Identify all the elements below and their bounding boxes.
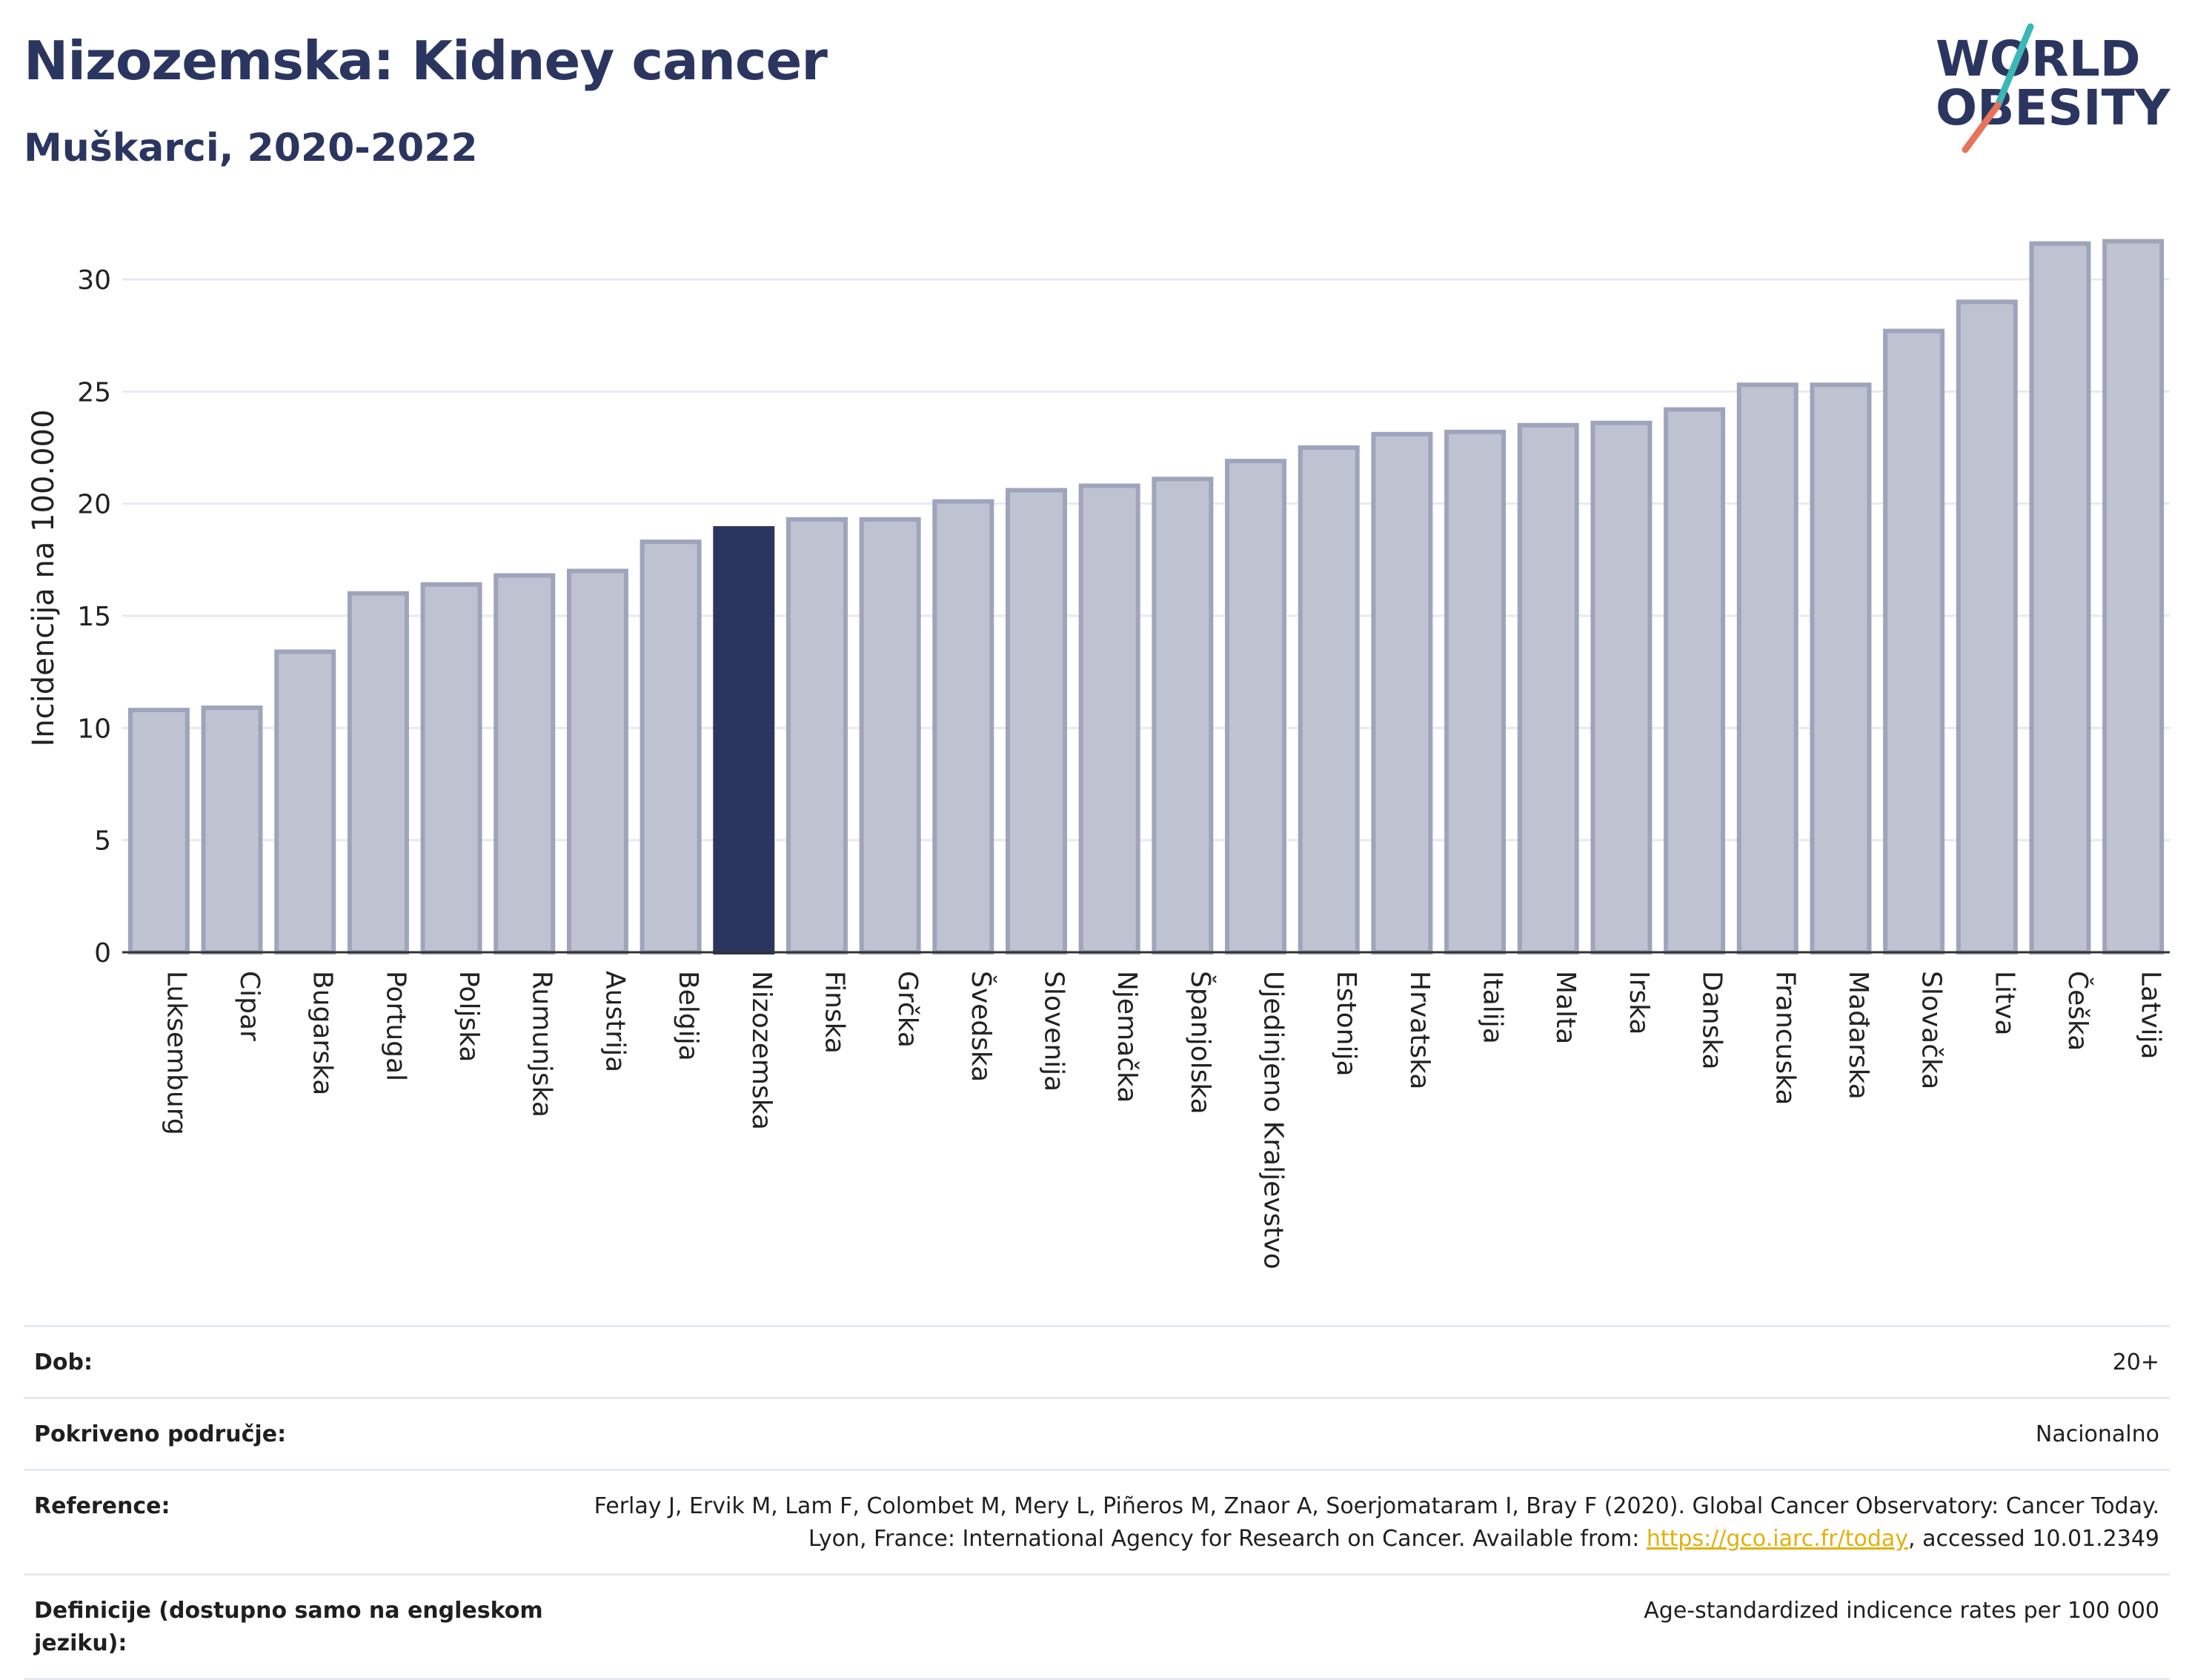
x-tick-label: Češka	[2062, 971, 2093, 1051]
bar	[640, 539, 702, 954]
bar	[274, 649, 336, 955]
bar	[127, 708, 190, 954]
x-tick-label: Slovenija	[1038, 971, 1069, 1092]
x-tick-label: Hrvatska	[1404, 971, 1435, 1089]
bars	[127, 239, 2165, 955]
bar	[1664, 407, 1726, 954]
x-axis-ticks: Luksemburg Cipar Bugarska Portugal Poljska Ru…	[161, 971, 2165, 1269]
reference-text: Ferlay J, Ervik M, Lam F, Colombet M, Me…	[594, 1493, 2159, 1552]
meta-row-reference: Reference: Ferlay J, Ervik M, Lam F, Col…	[24, 1469, 2170, 1573]
age-label: Dob:	[34, 1349, 93, 1375]
y-axis-label: Incidencija na 100.000	[27, 409, 61, 746]
coverage-value: Nacionalno	[2035, 1421, 2159, 1447]
bar	[494, 573, 556, 955]
logo-word-world: WORLD	[1936, 30, 2141, 87]
logo-slash-teal	[1994, 23, 2034, 109]
bar	[859, 517, 921, 954]
x-tick-label: Cipar	[234, 971, 265, 1041]
y-tick-label: 25	[77, 377, 111, 408]
world-obesity-logo: WORLD OBESITY	[1936, 23, 2171, 153]
x-tick-label: Irska	[1624, 971, 1654, 1035]
reference-value: Ferlay J, Ervik M, Lam F, Colombet M, Me…	[566, 1490, 2159, 1556]
bar	[2029, 241, 2091, 955]
reference-link[interactable]: https://gco.iarc.fr/today	[1646, 1526, 1909, 1552]
x-tick-label: Luksemburg	[161, 971, 191, 1135]
bar	[2102, 239, 2165, 954]
bar	[1371, 431, 1433, 954]
chart-title: Nizozemska: Kidney cancer	[24, 30, 828, 92]
bar	[1883, 328, 1945, 954]
definitions-value: Age-standardized indicence rates per 100…	[1644, 1598, 2159, 1624]
metadata-table: Dob: 20+ Pokriveno područje: Nacionalno …	[24, 1325, 2170, 1680]
bar	[1517, 422, 1579, 954]
y-tick-label: 20	[77, 490, 111, 520]
x-tick-label: Latvija	[2136, 971, 2166, 1060]
bar	[1078, 483, 1140, 954]
x-tick-label: Rumunjska	[527, 971, 557, 1118]
age-value: 20+	[2112, 1349, 2159, 1375]
x-tick-label: Švedska	[966, 971, 997, 1082]
bar	[1810, 382, 1872, 954]
coverage-label: Pokriveno područje:	[34, 1421, 287, 1447]
definitions-label: Definicije (dostupno samo na engleskom j…	[34, 1598, 543, 1656]
meta-row-coverage: Pokriveno područje: Nacionalno	[24, 1397, 2170, 1469]
y-tick-label: 15	[77, 602, 111, 632]
bar	[1956, 299, 2018, 954]
x-tick-label: Poljska	[454, 971, 484, 1063]
x-tick-label: Italija	[1478, 971, 1508, 1044]
y-tick-label: 0	[94, 938, 111, 969]
bar-highlighted	[713, 525, 775, 954]
bar	[932, 499, 994, 954]
x-tick-label: Ujedinjeno Kraljevstvo	[1258, 971, 1289, 1269]
y-axis-ticks: 0 5 10 15 20 25 30	[77, 265, 111, 969]
bar	[201, 705, 263, 954]
y-tick-label: 10	[77, 714, 111, 744]
bar	[566, 568, 628, 954]
y-tick-label: 5	[94, 826, 111, 857]
bar	[786, 517, 848, 954]
bar	[420, 582, 482, 954]
bar	[1298, 445, 1360, 954]
bar	[1590, 420, 1653, 954]
meta-row-age: Dob: 20+	[24, 1325, 2170, 1397]
x-tick-label: Portugal	[380, 971, 411, 1081]
x-tick-label: Njemačka	[1112, 971, 1142, 1103]
x-tick-label: Austrija	[600, 971, 630, 1072]
x-tick-label: Španjolska	[1185, 971, 1216, 1115]
chart-subtitle: Muškarci, 2020-2022	[24, 126, 478, 170]
logo-slash-coral	[1962, 102, 2002, 153]
x-tick-label: Finska	[819, 971, 849, 1054]
reference-accessed: , accessed 10.01.2349	[1908, 1526, 2159, 1552]
bar-chart: 0 5 10 15 20 25 30 Luksemburg Cipar Bugarska Port…	[27, 239, 2170, 1269]
bar	[347, 591, 409, 954]
bar	[1152, 477, 1214, 954]
x-tick-label: Estonija	[1331, 971, 1361, 1077]
reference-label: Reference:	[34, 1493, 170, 1519]
x-tick-label: Bugarska	[308, 971, 338, 1095]
bar	[1736, 382, 1799, 954]
logo-word-obesity: OBESITY	[1936, 79, 2171, 136]
x-tick-label: Litva	[1989, 971, 2019, 1036]
x-tick-label: Danska	[1697, 971, 1727, 1070]
x-tick-label: Slovačka	[1916, 971, 1947, 1089]
bar	[1225, 459, 1287, 954]
x-tick-label: Francuska	[1770, 971, 1800, 1105]
x-tick-label: Mađarska	[1843, 971, 1873, 1100]
y-tick-label: 30	[77, 265, 111, 296]
bar	[1444, 429, 1507, 954]
x-tick-label: Grčka	[892, 971, 923, 1048]
x-tick-label: Belgija	[673, 971, 703, 1061]
x-tick-label: Nizozemska	[746, 971, 777, 1130]
bar	[1005, 488, 1067, 954]
x-tick-label: Malta	[1550, 971, 1581, 1044]
meta-row-definitions: Definicije (dostupno samo na engleskom j…	[24, 1573, 2170, 1680]
